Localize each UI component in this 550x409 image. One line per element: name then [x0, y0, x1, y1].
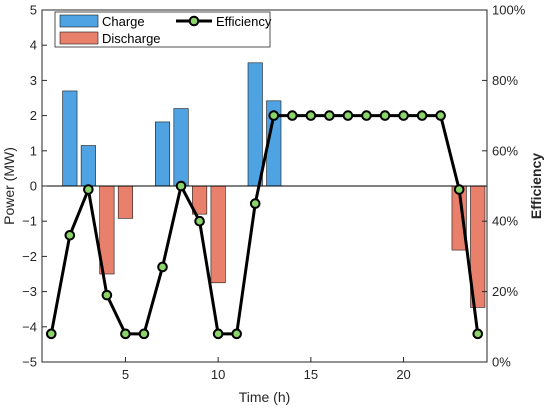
efficiency-point [398, 110, 409, 121]
efficiency-point [120, 328, 131, 340]
efficiency-point [175, 180, 187, 192]
discharge-bar [117, 185, 133, 219]
efficiency-point [324, 110, 335, 121]
efficiency-point [231, 328, 242, 340]
y-left-tick-label: 5 [30, 3, 37, 18]
axes: −5 −4 −3 −2 −1 0 1 2 3 4 5 0% 20% 40% 60% 80% 100% 5 10 15 2… [22, 3, 526, 383]
efficiency-point [435, 110, 446, 121]
efficiency-point [268, 110, 280, 121]
x-tick-label: 15 [304, 367, 318, 382]
y-left-tick-label: 4 [30, 38, 37, 53]
y-left-tick-label: −3 [22, 284, 37, 299]
y-right-tick-label: 100% [492, 3, 526, 18]
efficiency-line-layer [45, 110, 484, 340]
efficiency-point [45, 328, 57, 340]
efficiency-line [49, 114, 480, 336]
y-right-tick-label: 60% [492, 143, 518, 158]
efficiency-point [453, 184, 465, 195]
y-left-tick-label: 2 [30, 108, 37, 123]
y-axis-left-label: Power (MW) [1, 147, 17, 225]
efficiency-point [157, 261, 168, 273]
efficiency-point [472, 328, 484, 340]
y-left-tick-label: −2 [22, 249, 37, 264]
efficiency-point [287, 110, 298, 121]
charge-bar [173, 108, 189, 187]
x-axis-label: Time (h) [239, 389, 291, 405]
legend: Charge Discharge Efficiency [54, 11, 272, 48]
charge-bar [154, 121, 171, 187]
efficiency-point [361, 110, 372, 121]
y-right-tick-label: 20% [492, 284, 518, 299]
y-right-tick-label: 0% [492, 355, 511, 370]
bars-layer [62, 62, 486, 308]
charge-bar [80, 145, 96, 187]
efficiency-point [305, 110, 317, 121]
charge-bar [62, 90, 78, 187]
legend-label-discharge: Discharge [102, 31, 161, 46]
legend-swatch-charge [59, 14, 99, 28]
legend-label-efficiency: Efficiency [216, 14, 272, 29]
efficiency-point [379, 110, 391, 121]
efficiency-point [416, 110, 428, 121]
x-tick-label: 20 [396, 367, 410, 382]
y-left-tick-label: 0 [30, 179, 37, 194]
y-left-tick-label: 3 [30, 73, 37, 88]
charge-bar [247, 62, 263, 187]
efficiency-point [212, 328, 224, 340]
discharge-bar [210, 185, 226, 284]
y-right-tick-label: 40% [492, 214, 518, 229]
legend-swatch-efficiency-marker [188, 15, 200, 27]
efficiency-point [138, 328, 150, 340]
y-left-tick-label: 1 [30, 143, 37, 158]
y-left-tick-label: −5 [22, 355, 37, 370]
efficiency-point [342, 110, 354, 121]
efficiency-point [64, 229, 76, 241]
efficiency-point [194, 215, 205, 227]
x-tick-label: 10 [211, 367, 225, 382]
y-left-tick-label: −1 [22, 214, 37, 229]
legend-label-charge: Charge [102, 14, 145, 29]
legend-swatch-discharge [59, 31, 99, 45]
x-tick-label: 5 [122, 367, 129, 382]
efficiency-point [101, 289, 113, 301]
y-left-tick-label: −4 [22, 319, 37, 334]
y-right-tick-label: 80% [492, 73, 518, 88]
efficiency-point [83, 184, 94, 195]
y-axis-right-label: Efficiency [528, 153, 544, 219]
efficiency-point [249, 198, 261, 209]
